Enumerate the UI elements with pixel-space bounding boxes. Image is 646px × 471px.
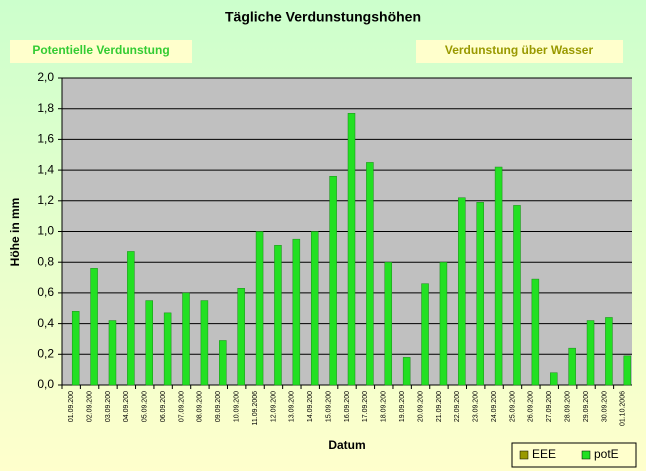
legend-box <box>511 442 637 468</box>
x-tick-label: 09.09.200 <box>215 391 222 422</box>
bar <box>347 113 356 386</box>
y-tick-label: 1,8 <box>37 101 54 115</box>
x-tick-label: 02.09.200 <box>86 391 93 422</box>
x-tick-label: 08.09.200 <box>197 391 204 422</box>
x-tick-label: 23.09.200 <box>473 391 480 422</box>
legend-label: potE <box>594 447 619 461</box>
x-tick-label: 01.09.200 <box>68 391 75 422</box>
bar <box>568 347 576 386</box>
bar <box>421 283 429 386</box>
x-tick-label: 16.09.200 <box>344 391 351 422</box>
bar <box>402 357 411 386</box>
bar <box>108 320 117 386</box>
bar <box>90 268 98 386</box>
bar <box>586 320 595 386</box>
chart-title: Tägliche Verdunstungshöhen <box>225 9 421 25</box>
bar <box>182 292 190 386</box>
x-tick-label: 27.09.200 <box>546 391 553 422</box>
annotation-box <box>10 40 192 63</box>
bar <box>163 312 172 386</box>
legend-swatch <box>519 450 529 460</box>
bar <box>476 202 484 386</box>
annotation: Verdunstung über Wasser <box>445 43 594 57</box>
x-tick-label: 11.09.2006 <box>252 391 259 426</box>
x-tick-label: 03.09.200 <box>105 391 112 422</box>
x-tick-label: 15.09.200 <box>325 391 332 422</box>
x-tick-label: 22.09.200 <box>454 391 461 422</box>
x-tick-label: 07.09.200 <box>178 391 185 422</box>
legend-label: EEE <box>532 447 556 461</box>
x-tick-label: 14.09.200 <box>307 391 314 422</box>
y-tick-label: 1,0 <box>37 224 54 238</box>
x-tick-label: 21.09.200 <box>436 391 443 422</box>
x-tick-label: 13.09.200 <box>289 391 296 422</box>
y-tick-label: 0,8 <box>37 254 54 268</box>
x-tick-label: 10.09.200 <box>234 391 241 422</box>
annotation-box <box>416 40 623 63</box>
bar <box>237 288 245 386</box>
x-tick-label: 26.09.200 <box>528 391 535 422</box>
bar <box>550 372 558 386</box>
bar <box>494 166 503 386</box>
x-tick-label: 04.09.200 <box>123 391 130 422</box>
bar <box>145 300 153 386</box>
bar <box>605 317 613 386</box>
bar <box>127 251 135 386</box>
x-tick-label: 28.09.200 <box>564 391 571 422</box>
x-tick-label: 20.09.200 <box>417 391 424 422</box>
y-tick-label: 0,6 <box>37 285 54 299</box>
bar <box>623 355 632 386</box>
x-tick-label: 06.09.200 <box>160 391 167 422</box>
legend-swatch <box>581 450 591 460</box>
bar <box>310 231 319 386</box>
bar <box>329 175 337 386</box>
x-tick-label: 30.09.200 <box>601 391 608 422</box>
bar <box>219 340 227 386</box>
y-tick-label: 1,4 <box>37 162 54 176</box>
annotation: Potentielle Verdunstung <box>32 43 169 57</box>
x-tick-label: 25.09.200 <box>509 391 516 422</box>
y-axis-label: Höhe in mm <box>8 198 22 267</box>
x-tick-label: 05.09.200 <box>142 391 149 422</box>
bar <box>439 261 448 386</box>
bar <box>255 231 264 386</box>
x-tick-label: 17.09.200 <box>362 391 369 422</box>
bar <box>366 162 374 386</box>
x-tick-label: 29.09.200 <box>583 391 590 422</box>
y-tick-label: 1,6 <box>37 132 54 146</box>
bar <box>200 300 209 386</box>
y-tick-label: 0,2 <box>37 346 54 360</box>
y-tick-label: 1,2 <box>37 193 54 207</box>
y-tick-label: 0,4 <box>37 316 54 330</box>
y-tick-label: 2,0 <box>37 70 54 84</box>
x-tick-label: 18.09.200 <box>381 391 388 422</box>
bar <box>513 205 521 386</box>
bar <box>71 311 80 386</box>
bar <box>458 197 466 386</box>
x-tick-label: 19.09.200 <box>399 391 406 422</box>
legend: EEE potE <box>511 442 637 468</box>
x-axis-label: Datum <box>328 438 365 452</box>
bar <box>274 245 282 386</box>
y-tick-label: 0,0 <box>37 377 54 391</box>
x-tick-label: 24.09.200 <box>491 391 498 422</box>
bar <box>292 238 301 386</box>
x-tick-label: 01.10.2006 <box>620 391 627 426</box>
bar <box>531 278 540 386</box>
x-tick-label: 12.09.200 <box>270 391 277 422</box>
bar <box>384 261 393 386</box>
